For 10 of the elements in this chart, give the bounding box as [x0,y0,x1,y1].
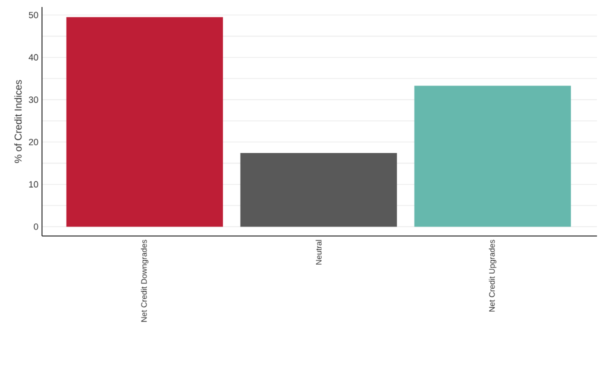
bar [240,153,397,227]
bar [66,17,223,227]
y-tick-label: 50 [28,12,38,18]
y-tick-label: 30 [28,96,38,103]
y-tick-label: 10 [29,181,38,188]
y-axis-title: % of Credit Indices [14,80,22,163]
y-tick-label: 20 [28,138,38,146]
y-tick-label: 40 [28,54,38,61]
y-tick-label: 0 [34,224,38,230]
bar [414,86,571,227]
